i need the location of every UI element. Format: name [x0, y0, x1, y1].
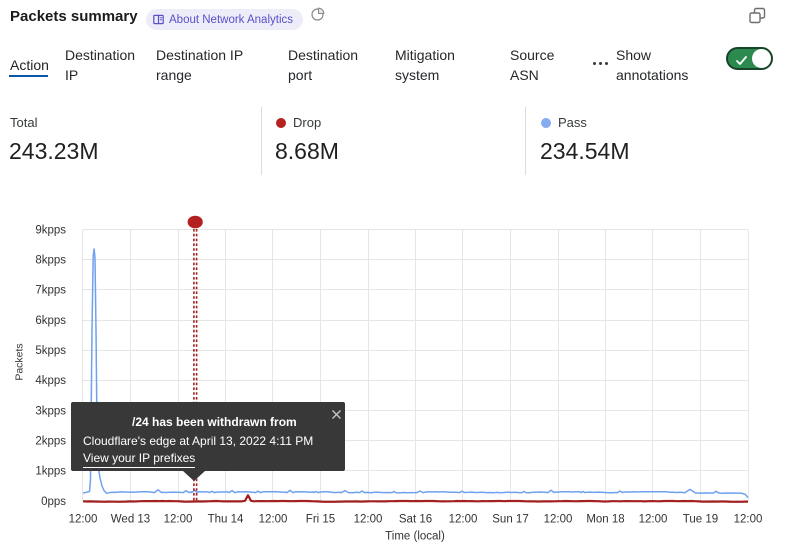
svg-text:Sat 16: Sat 16	[399, 514, 432, 526]
svg-text:0pps: 0pps	[41, 496, 66, 508]
svg-text:Thu 14: Thu 14	[208, 514, 244, 526]
svg-text:12:00: 12:00	[639, 514, 668, 526]
svg-text:Tue 19: Tue 19	[683, 514, 718, 526]
svg-text:Mon 18: Mon 18	[586, 514, 624, 526]
svg-text:Fri 15: Fri 15	[306, 514, 335, 526]
svg-text:12:00: 12:00	[69, 514, 98, 526]
svg-text:4kpps: 4kpps	[35, 375, 66, 387]
svg-text:2kpps: 2kpps	[35, 436, 66, 448]
svg-text:Time (local): Time (local)	[385, 531, 445, 543]
svg-text:8kpps: 8kpps	[35, 255, 66, 267]
svg-text:12:00: 12:00	[544, 514, 573, 526]
svg-text:Wed 13: Wed 13	[111, 514, 150, 526]
svg-text:Sun 17: Sun 17	[492, 514, 528, 526]
svg-text:6kpps: 6kpps	[35, 315, 66, 327]
svg-text:9kpps: 9kpps	[35, 224, 66, 236]
svg-text:Packets: Packets	[14, 343, 26, 380]
svg-text:7kpps: 7kpps	[35, 285, 66, 297]
svg-text:12:00: 12:00	[259, 514, 288, 526]
svg-text:5kpps: 5kpps	[35, 345, 66, 357]
svg-text:3kpps: 3kpps	[35, 405, 66, 417]
svg-text:12:00: 12:00	[164, 514, 193, 526]
svg-text:1kpps: 1kpps	[35, 466, 66, 478]
svg-text:12:00: 12:00	[734, 514, 763, 526]
svg-text:12:00: 12:00	[354, 514, 383, 526]
svg-text:12:00: 12:00	[449, 514, 478, 526]
